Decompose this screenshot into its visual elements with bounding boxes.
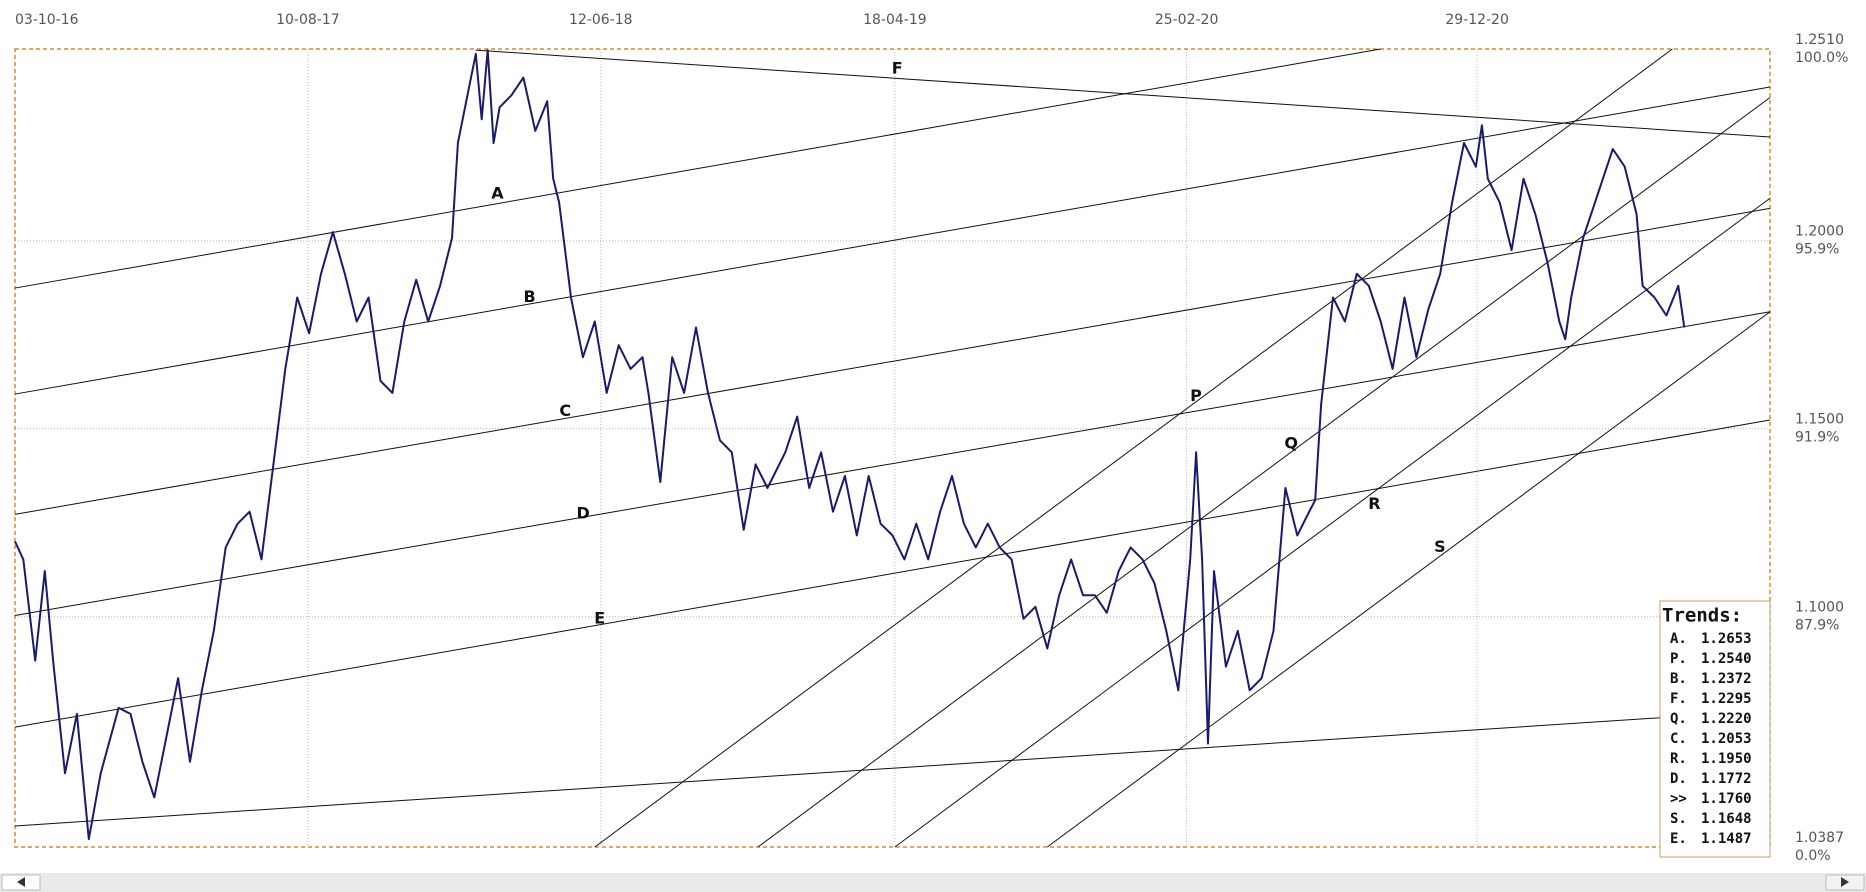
x-tick-label: 12-06-18 <box>569 12 633 28</box>
y-tick-label: 1.1000 <box>1795 600 1844 616</box>
trend-line <box>14 207 1771 515</box>
trend-label: P <box>1190 386 1202 405</box>
legend-label: A. <box>1670 631 1687 647</box>
x-tick-label: 03-10-16 <box>15 12 79 28</box>
legend-label: B. <box>1670 671 1687 687</box>
legend-label: R. <box>1670 751 1687 767</box>
trend-line <box>14 48 1381 289</box>
y-percent-label: 100.0% <box>1795 50 1848 66</box>
x-tick-label: 29-12-20 <box>1445 12 1509 28</box>
legend-title: Trends: <box>1662 605 1742 627</box>
x-tick-label: 18-04-19 <box>863 12 927 28</box>
trend-line <box>14 419 1771 728</box>
trend-line <box>1046 311 1771 848</box>
legend-value: 1.2372 <box>1701 671 1752 687</box>
trend-label: E <box>594 608 605 627</box>
legend-value: 1.2540 <box>1701 651 1752 667</box>
trend-label: C <box>559 401 571 420</box>
y-percent-label: 87.9% <box>1795 618 1839 634</box>
trend-label: Q <box>1284 433 1298 452</box>
trend-label: S <box>1434 537 1446 556</box>
y-tick-label: 1.2000 <box>1795 224 1844 240</box>
legend-label: F. <box>1670 691 1687 707</box>
trend-label: B <box>523 287 535 306</box>
y-percent-label: 91.9% <box>1795 430 1839 446</box>
legend-value: 1.2053 <box>1701 731 1752 747</box>
trend-label: R <box>1368 494 1380 513</box>
trend-line <box>14 311 1771 616</box>
y-tick-label: 1.1500 <box>1795 412 1844 428</box>
y-percent-label: 0.0% <box>1795 848 1831 864</box>
y-tick-label: 1.2510 <box>1795 32 1844 48</box>
legend-label: D. <box>1670 771 1687 787</box>
legend-label: E. <box>1670 831 1687 847</box>
trend-line <box>594 48 1673 848</box>
trend-line <box>14 86 1771 395</box>
legend-label: C. <box>1670 731 1687 747</box>
legend-box <box>1659 600 1771 858</box>
y-percent-label: 95.9% <box>1795 242 1839 258</box>
legend-value: 1.1648 <box>1701 811 1752 827</box>
legend-label: Q. <box>1670 711 1687 727</box>
y-tick-label: 1.0387 <box>1795 830 1844 846</box>
price-line <box>14 49 1686 841</box>
legend-value: 1.1950 <box>1701 751 1752 767</box>
scroll-right-arrow <box>1841 877 1849 887</box>
plot-border <box>14 48 1771 848</box>
legend-value: 1.2653 <box>1701 631 1752 647</box>
legend-value: 1.1760 <box>1701 791 1752 807</box>
trend-label: D <box>576 504 589 523</box>
legend-value: 1.2220 <box>1701 711 1752 727</box>
legend-value: 1.1487 <box>1701 831 1752 847</box>
trend-line <box>475 49 1771 138</box>
x-tick-label: 25-02-20 <box>1155 12 1219 28</box>
legend-value: 1.2295 <box>1701 691 1752 707</box>
trend-line <box>757 97 1771 848</box>
trend-line <box>14 717 1661 827</box>
legend-value: 1.1772 <box>1701 771 1752 787</box>
legend-label: >> <box>1670 791 1687 807</box>
trend-label: F <box>892 59 903 78</box>
legend-label: P. <box>1670 651 1687 667</box>
x-tick-label: 10-08-17 <box>276 12 340 28</box>
legend-label: S. <box>1670 811 1687 827</box>
trend-line <box>894 197 1771 848</box>
scrollbar[interactable] <box>0 873 1866 892</box>
scroll-left-arrow <box>17 877 25 887</box>
trend-label: A <box>491 183 504 202</box>
